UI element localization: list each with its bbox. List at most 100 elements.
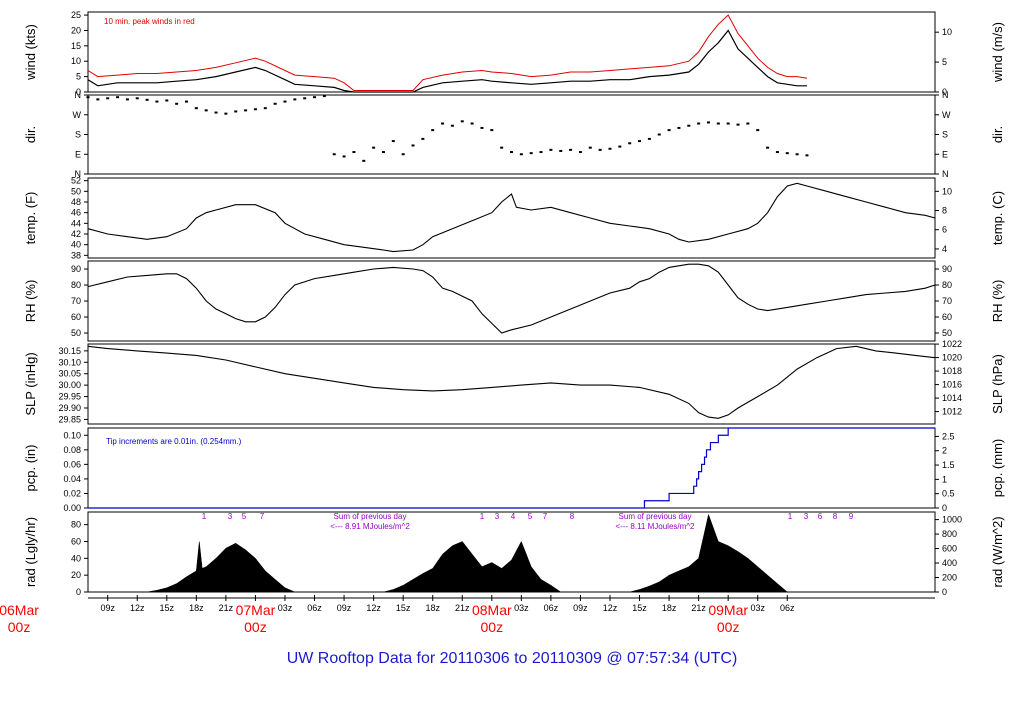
dir-point xyxy=(756,129,760,132)
dir-point xyxy=(785,152,789,155)
y2-tick-label: 1012 xyxy=(942,407,962,417)
y-tick-label: 0 xyxy=(76,87,81,97)
x-tick-label: 09z xyxy=(100,603,115,613)
dir-point xyxy=(372,146,376,149)
x-tick-label: 09z xyxy=(337,603,352,613)
y2-tick-label: 70 xyxy=(942,296,952,306)
dir-point xyxy=(766,146,770,149)
day-label-date: 08Mar xyxy=(472,602,512,618)
rad-peak-marker: 9 xyxy=(849,512,854,521)
panel-frame xyxy=(87,177,936,259)
dir-point xyxy=(490,129,494,132)
y-axis-label: SLP (inHg) xyxy=(23,352,38,415)
y-tick-label: 5 xyxy=(76,72,81,82)
dir-point xyxy=(775,151,779,154)
dir-point xyxy=(362,159,366,162)
x-tick-label: 21z xyxy=(455,603,470,613)
dir-point xyxy=(155,100,159,103)
dir-point xyxy=(313,96,317,99)
y2-tick-label: 4 xyxy=(942,244,947,254)
y-tick-label: 38 xyxy=(71,250,81,260)
y2-tick-label: 6 xyxy=(942,225,947,235)
day-label-date: 09Mar xyxy=(708,602,748,618)
dir-point xyxy=(332,153,336,156)
y2-tick-label: 80 xyxy=(942,280,952,290)
y2-tick-label: N xyxy=(942,169,949,179)
rad-peak-marker: 6 xyxy=(818,512,823,521)
x-tick-label: 06z xyxy=(544,603,559,613)
rad-peak-marker: 4 xyxy=(511,512,516,521)
y2-axis-label: SLP (hPa) xyxy=(990,354,1005,414)
dir-point xyxy=(194,107,198,110)
rad-peak-marker: 1 xyxy=(788,512,793,521)
dir-point xyxy=(687,124,691,127)
footer-title: UW Rooftop Data for 20110306 to 20110309… xyxy=(286,650,738,667)
dir-point xyxy=(391,140,395,143)
x-tick-label: 12z xyxy=(603,603,618,613)
panel-wind: 0 5 10 15 20 25 0 5 10 wind (kts) wind (m/s) 10 min… xyxy=(23,10,1005,97)
x-tick-label: 21z xyxy=(691,603,706,613)
y2-tick-label: 1016 xyxy=(942,380,962,390)
y-tick-label: 30.05 xyxy=(58,369,81,379)
y-tick-label: 50 xyxy=(71,186,81,196)
y2-tick-label: 2 xyxy=(942,446,947,456)
y-axis-label: temp. (F) xyxy=(23,192,38,245)
y2-axis-label: temp. (C) xyxy=(990,191,1005,245)
series-precip xyxy=(88,427,935,509)
y-tick-label: 15 xyxy=(71,41,81,51)
dir-point xyxy=(322,95,326,98)
rad-peak-marker: 8 xyxy=(833,512,838,521)
dir-point xyxy=(608,147,612,150)
dir-point xyxy=(234,110,238,113)
x-tick-label: 03z xyxy=(514,603,529,613)
dir-point xyxy=(441,122,445,125)
series-rh xyxy=(87,263,936,334)
y2-tick-label: W xyxy=(942,110,951,120)
y-tick-label: 20 xyxy=(71,25,81,35)
y2-tick-label: 2.5 xyxy=(942,431,955,441)
series-mean-wind xyxy=(87,29,807,93)
y2-tick-label: 10 xyxy=(942,27,952,37)
dir-point xyxy=(618,145,622,148)
dir-point xyxy=(470,122,474,125)
y-tick-label: N xyxy=(75,169,82,179)
series-peak-wind xyxy=(87,14,808,91)
panel-frame xyxy=(87,94,936,175)
dir-point xyxy=(283,100,287,103)
x-tick-label: 06z xyxy=(307,603,322,613)
pcp-annotation: Tip increments are 0.01in. (0.254mm.) xyxy=(106,437,242,446)
dir-point xyxy=(125,98,129,101)
dir-point xyxy=(510,151,513,154)
y-tick-label: 29.95 xyxy=(58,392,81,402)
y2-tick-label: 1020 xyxy=(942,353,962,363)
x-tick-label: 12z xyxy=(130,603,145,613)
rad-peak-marker: 5 xyxy=(242,512,247,521)
dir-point xyxy=(175,102,179,105)
y2-tick-label: 400 xyxy=(942,558,957,568)
y-tick-label: 0 xyxy=(76,587,81,597)
dir-point xyxy=(273,102,277,105)
series-temp xyxy=(87,182,936,253)
y2-tick-label: 1018 xyxy=(942,366,962,376)
y2-tick-label: 60 xyxy=(942,312,952,322)
y-tick-label: 0.08 xyxy=(63,445,81,455)
dir-point xyxy=(795,153,799,156)
y-tick-label: 44 xyxy=(71,218,81,228)
y-tick-label: 0.00 xyxy=(63,503,81,513)
y-tick-label: 0.04 xyxy=(63,474,81,484)
series-slp xyxy=(87,345,936,419)
y2-tick-label: 90 xyxy=(942,264,952,274)
dir-point xyxy=(805,154,809,157)
y-axis-label: dir. xyxy=(23,126,38,143)
rad-peak-marker: 7 xyxy=(543,512,548,521)
y2-tick-label: 600 xyxy=(942,544,957,554)
y-tick-label: 0.02 xyxy=(63,488,81,498)
y-tick-label: 80 xyxy=(71,280,81,290)
panel-frame xyxy=(87,260,936,342)
rad-peak-marker: 8 xyxy=(570,512,575,521)
y2-tick-label: 0 xyxy=(942,587,947,597)
dir-point xyxy=(726,122,730,125)
dir-point xyxy=(667,129,671,132)
rad-peak-marker: 3 xyxy=(804,512,809,521)
